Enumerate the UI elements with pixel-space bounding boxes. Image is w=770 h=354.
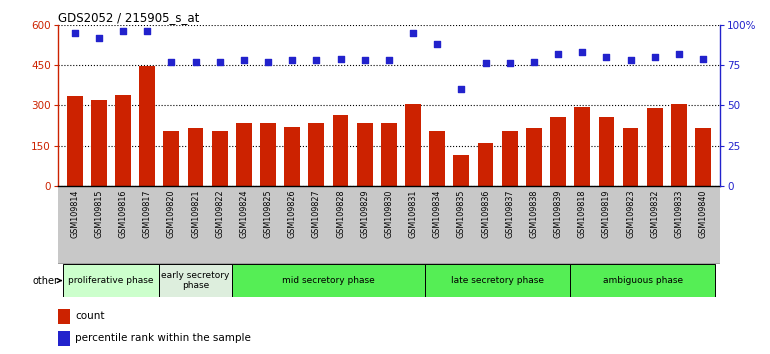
Point <box>117 28 129 34</box>
Text: GSM109817: GSM109817 <box>142 190 152 238</box>
Text: GSM109821: GSM109821 <box>191 190 200 238</box>
Point <box>310 57 323 63</box>
Bar <box>623 128 638 186</box>
Point <box>697 56 709 62</box>
Point <box>92 35 105 40</box>
Text: GSM109834: GSM109834 <box>433 190 442 238</box>
Point <box>480 61 492 66</box>
Point <box>69 30 81 36</box>
Text: percentile rank within the sample: percentile rank within the sample <box>75 333 251 343</box>
Point <box>600 54 612 60</box>
Bar <box>574 107 590 186</box>
Text: GSM109827: GSM109827 <box>312 190 321 238</box>
Text: early secretory
phase: early secretory phase <box>162 271 229 290</box>
Point <box>383 57 395 63</box>
Text: GSM109837: GSM109837 <box>505 190 514 238</box>
Point <box>166 59 178 65</box>
Text: GSM109828: GSM109828 <box>336 190 345 238</box>
Text: GSM109835: GSM109835 <box>457 190 466 238</box>
Bar <box>647 108 662 186</box>
Text: GSM109824: GSM109824 <box>239 190 249 238</box>
Bar <box>477 143 494 186</box>
Bar <box>58 309 69 324</box>
Point <box>431 41 444 47</box>
Text: ambiguous phase: ambiguous phase <box>603 276 683 285</box>
Text: GSM109815: GSM109815 <box>95 190 103 238</box>
Text: GSM109818: GSM109818 <box>578 190 587 238</box>
Point <box>624 57 637 63</box>
Text: mid secretory phase: mid secretory phase <box>282 276 375 285</box>
Bar <box>405 104 421 186</box>
Bar <box>381 123 397 186</box>
Text: GSM109840: GSM109840 <box>698 190 708 238</box>
Bar <box>570 264 715 297</box>
Text: GSM109833: GSM109833 <box>675 190 683 238</box>
Text: GSM109838: GSM109838 <box>529 190 538 238</box>
Bar <box>62 264 159 297</box>
Text: GSM109836: GSM109836 <box>481 190 490 238</box>
Point <box>407 30 419 36</box>
Bar <box>526 128 542 186</box>
Text: other: other <box>32 275 62 286</box>
Text: GSM109826: GSM109826 <box>288 190 296 238</box>
Bar <box>284 127 300 186</box>
Bar <box>188 128 203 186</box>
Bar <box>454 155 469 186</box>
Point <box>455 86 467 92</box>
Point <box>189 59 202 65</box>
Text: GSM109831: GSM109831 <box>409 190 417 238</box>
Bar <box>91 100 107 186</box>
Bar <box>116 95 131 186</box>
Bar <box>425 264 570 297</box>
Bar <box>139 67 155 186</box>
Bar <box>212 131 227 186</box>
Point <box>576 49 588 55</box>
Bar <box>333 115 348 186</box>
Point <box>262 59 274 65</box>
Text: GSM109829: GSM109829 <box>360 190 369 238</box>
Text: GSM109832: GSM109832 <box>650 190 659 238</box>
Text: GSM109816: GSM109816 <box>119 190 128 238</box>
Bar <box>695 128 711 186</box>
Bar <box>430 131 445 186</box>
Bar <box>260 123 276 186</box>
Text: GSM109822: GSM109822 <box>215 190 224 238</box>
Text: GSM109819: GSM109819 <box>602 190 611 238</box>
Point <box>238 57 250 63</box>
Bar <box>163 131 179 186</box>
Bar <box>232 264 425 297</box>
Point <box>334 56 346 62</box>
Point <box>527 59 540 65</box>
Bar <box>502 131 517 186</box>
Text: late secretory phase: late secretory phase <box>451 276 544 285</box>
Point <box>141 28 153 34</box>
Bar <box>67 96 82 186</box>
Bar <box>58 186 720 264</box>
Bar <box>671 104 687 186</box>
Bar <box>309 123 324 186</box>
Point <box>359 57 371 63</box>
Bar <box>236 123 252 186</box>
Bar <box>159 264 232 297</box>
Point <box>286 57 298 63</box>
Text: GSM109814: GSM109814 <box>70 190 79 238</box>
Point <box>213 59 226 65</box>
Point <box>648 54 661 60</box>
Bar <box>551 118 566 186</box>
Text: GSM109839: GSM109839 <box>554 190 563 238</box>
Text: GSM109825: GSM109825 <box>263 190 273 238</box>
Text: GSM109823: GSM109823 <box>626 190 635 238</box>
Point <box>552 51 564 57</box>
Text: proliferative phase: proliferative phase <box>69 276 154 285</box>
Text: GSM109820: GSM109820 <box>167 190 176 238</box>
Bar <box>598 118 614 186</box>
Text: count: count <box>75 312 105 321</box>
Text: GSM109830: GSM109830 <box>384 190 393 238</box>
Text: GDS2052 / 215905_s_at: GDS2052 / 215905_s_at <box>58 11 199 24</box>
Point <box>504 61 516 66</box>
Bar <box>58 331 69 346</box>
Bar <box>357 123 373 186</box>
Point <box>673 51 685 57</box>
